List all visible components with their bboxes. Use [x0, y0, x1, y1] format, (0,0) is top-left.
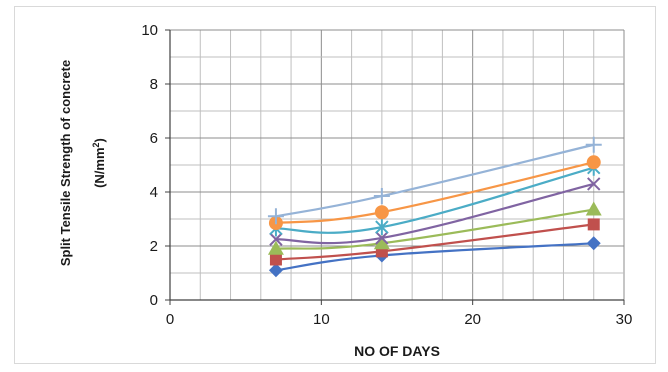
- y-axis-unit: (N/mm: [92, 147, 107, 187]
- series-line: [275, 208, 594, 250]
- series-line: [275, 242, 594, 272]
- y-axis-unit-sup: 2: [91, 142, 101, 147]
- y-tick-label: 10: [141, 22, 158, 39]
- data-point: [269, 253, 282, 266]
- series-5: [269, 159, 601, 237]
- grid: [169, 29, 625, 301]
- data-point: [586, 236, 601, 251]
- data-point: [373, 188, 390, 205]
- series-line: [275, 143, 594, 218]
- x-axis-title: NO OF DAYS: [354, 343, 440, 359]
- series-3: [267, 201, 602, 255]
- y-axis-title-line2: (N/mm2): [91, 138, 107, 188]
- data-point: [269, 232, 283, 246]
- series-layer: [267, 136, 602, 278]
- y-tick-label: 4: [150, 184, 158, 201]
- data-point: [585, 136, 602, 153]
- data-point: [587, 218, 600, 231]
- x-tick-label: 0: [166, 311, 174, 328]
- data-point: [267, 240, 284, 255]
- series-line: [275, 223, 594, 261]
- data-point: [587, 177, 601, 191]
- x-tick-label: 30: [616, 311, 633, 328]
- x-tick-label: 10: [313, 311, 330, 328]
- y-tick-label: 8: [150, 76, 158, 93]
- series-line: [275, 166, 595, 234]
- y-tick-label: 6: [150, 130, 158, 147]
- data-point: [268, 263, 283, 278]
- series-line: [275, 161, 594, 225]
- data-point: [267, 208, 284, 225]
- series-line: [275, 182, 595, 245]
- y-tick-label: 0: [150, 292, 158, 309]
- chart-frame: [14, 6, 656, 364]
- data-point: [375, 231, 389, 245]
- tick-labels: 0 10 20 30 0 2 4 6 8 10: [141, 22, 632, 328]
- data-point: [374, 205, 389, 220]
- axes: [165, 29, 625, 305]
- series-4: [269, 177, 601, 246]
- x-tick-label: 20: [464, 311, 481, 328]
- y-axis-title-line1: Split Tensile Strength of concrete: [58, 60, 73, 266]
- data-point: [585, 201, 602, 216]
- data-point: [375, 219, 389, 236]
- data-point: [373, 235, 390, 250]
- y-tick-label: 2: [150, 238, 158, 255]
- y-axis-unit-close: ): [92, 138, 107, 142]
- series-7: [267, 136, 602, 225]
- data-point: [586, 155, 601, 170]
